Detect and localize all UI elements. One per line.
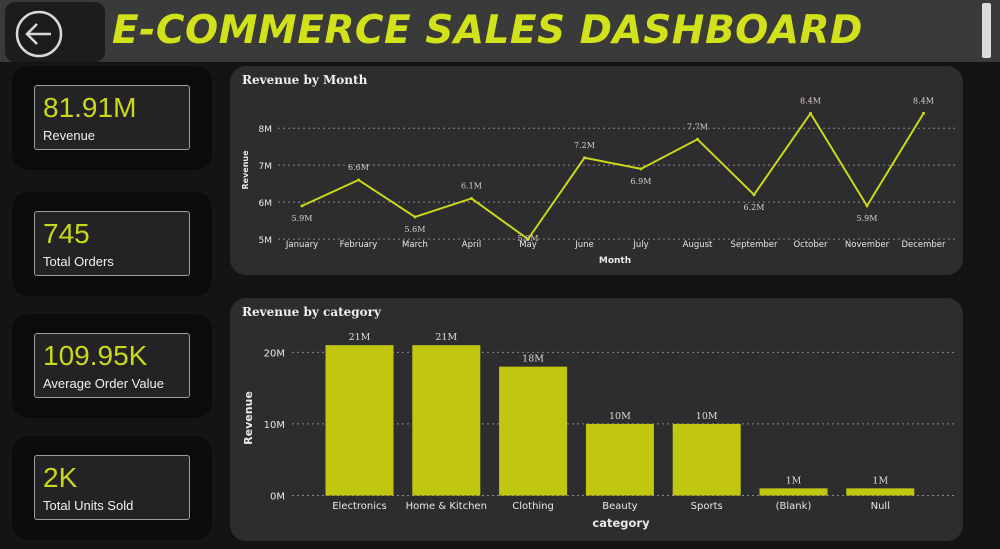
data-label: 6.6M: [348, 163, 369, 172]
data-label: 10M: [609, 411, 631, 422]
x-tick-label: February: [340, 240, 378, 250]
x-tick-label: March: [402, 240, 428, 250]
data-label: 8.4M: [800, 96, 821, 105]
x-tick-label: August: [683, 240, 713, 250]
data-label: 6.2M: [744, 203, 765, 212]
x-tick-label: September: [731, 240, 778, 250]
data-point: [526, 237, 530, 241]
bar: [585, 423, 654, 496]
chart-title: Revenue by category: [242, 305, 381, 319]
data-label: 6.9M: [631, 177, 652, 186]
data-label: 21M: [435, 332, 457, 343]
data-point: [300, 204, 304, 208]
data-point: [922, 111, 925, 115]
y-tick-label: 7M: [259, 162, 273, 172]
kpi-card-total-units-sold: 2K Total Units Sold: [12, 436, 212, 540]
kpi-card-average-order-value: 109.95K Average Order Value: [12, 314, 212, 418]
kpi-value: 2K: [43, 462, 78, 493]
bar: [672, 423, 741, 496]
revenue-by-category-panel: Revenue by category 0M 10M 20M 21M Electroni…: [230, 298, 963, 541]
y-axis-title: Revenue: [242, 391, 255, 445]
bar: [412, 345, 481, 496]
bar: [846, 488, 915, 496]
kpi-box: 2K Total Units Sold: [34, 455, 190, 520]
bar: [325, 345, 394, 496]
kpi-value: 81.91M: [43, 92, 137, 123]
revenue-by-month-panel: Revenue by Month 5M 6M 7M 8M 5.9M 6.6M 5.6M 6.1…: [230, 66, 963, 275]
bar: [499, 366, 568, 496]
data-point: [583, 156, 586, 160]
bar: [759, 488, 828, 496]
data-label: 18M: [522, 354, 544, 365]
data-point: [639, 167, 643, 171]
x-tick-label: January: [285, 240, 318, 250]
kpi-box: 745 Total Orders: [34, 211, 190, 276]
kpi-box: 81.91M Revenue: [34, 85, 190, 150]
data-label: 5.9M: [857, 214, 878, 223]
kpi-card-revenue: 81.91M Revenue: [12, 66, 212, 170]
y-tick-label: 0M: [270, 492, 285, 503]
x-tick-label: Null: [871, 501, 890, 512]
chart-title: Revenue by Month: [242, 73, 368, 87]
data-point: [357, 178, 360, 182]
y-tick-label: 20M: [264, 348, 285, 359]
kpi-label: Average Order Value: [43, 376, 164, 391]
data-point: [809, 111, 812, 115]
data-point: [413, 215, 417, 219]
data-point: [470, 196, 473, 200]
y-axis-title: Revenue: [241, 150, 250, 190]
revenue-by-category-chart: 0M 10M 20M 21M Electronics 21M Home & Kitchen 1…: [242, 332, 955, 530]
scrollbar-thumb[interactable]: [982, 3, 991, 58]
x-tick-label: June: [574, 240, 594, 250]
arrow-left-circle-icon: [15, 10, 63, 58]
x-tick-label: May: [519, 240, 537, 250]
kpi-box: 109.95K Average Order Value: [34, 333, 190, 398]
x-tick-label: November: [845, 240, 890, 250]
data-label: 10M: [696, 411, 718, 422]
revenue-by-month-chart: 5M 6M 7M 8M 5.9M 6.6M 5.6M 6.1M 5.0M 7.2M 6.9M 7.7M…: [241, 96, 955, 266]
data-label: 5.6M: [405, 225, 426, 234]
x-tick-label: Electronics: [332, 501, 387, 512]
y-tick-label: 8M: [259, 125, 273, 135]
data-label: 7.2M: [574, 141, 595, 150]
kpi-label: Total Units Sold: [43, 498, 134, 513]
data-label: 1M: [786, 475, 802, 486]
data-point: [865, 204, 869, 208]
x-tick-label: October: [793, 240, 828, 250]
x-tick-label: Home & Kitchen: [406, 501, 487, 512]
data-label: 5.9M: [292, 214, 313, 223]
kpi-value: 109.95K: [43, 340, 148, 371]
x-tick-label: April: [462, 240, 481, 250]
y-tick-label: 6M: [259, 199, 273, 209]
x-tick-label: Beauty: [602, 501, 637, 512]
revenue-line: [301, 111, 925, 241]
kpi-value: 745: [43, 218, 90, 249]
header-bar: E-COMMERCE SALES DASHBOARD: [0, 0, 1000, 62]
kpi-label: Total Orders: [43, 254, 114, 269]
data-point: [752, 193, 756, 197]
dashboard-title: E-COMMERCE SALES DASHBOARD: [112, 8, 863, 53]
x-axis-title: Month: [599, 256, 631, 266]
kpi-label: Revenue: [43, 128, 96, 143]
data-label: 7.7M: [687, 122, 708, 131]
x-tick-label: December: [901, 240, 946, 250]
y-tick-label: 5M: [259, 236, 273, 246]
x-tick-label: Sports: [691, 501, 723, 512]
data-label: 1M: [872, 475, 888, 486]
data-label: 6.1M: [461, 181, 482, 190]
y-tick-label: 10M: [264, 420, 285, 431]
kpi-card-total-orders: 745 Total Orders: [12, 192, 212, 296]
data-label: 8.4M: [913, 96, 934, 105]
x-tick-label: July: [632, 240, 648, 250]
back-button[interactable]: [5, 2, 105, 62]
data-label: 21M: [349, 332, 371, 343]
x-tick-label: (Blank): [776, 501, 812, 512]
x-axis-title: category: [592, 516, 650, 530]
x-tick-label: Clothing: [512, 501, 554, 512]
data-label: 5.0M: [518, 234, 539, 243]
data-point: [696, 137, 699, 141]
